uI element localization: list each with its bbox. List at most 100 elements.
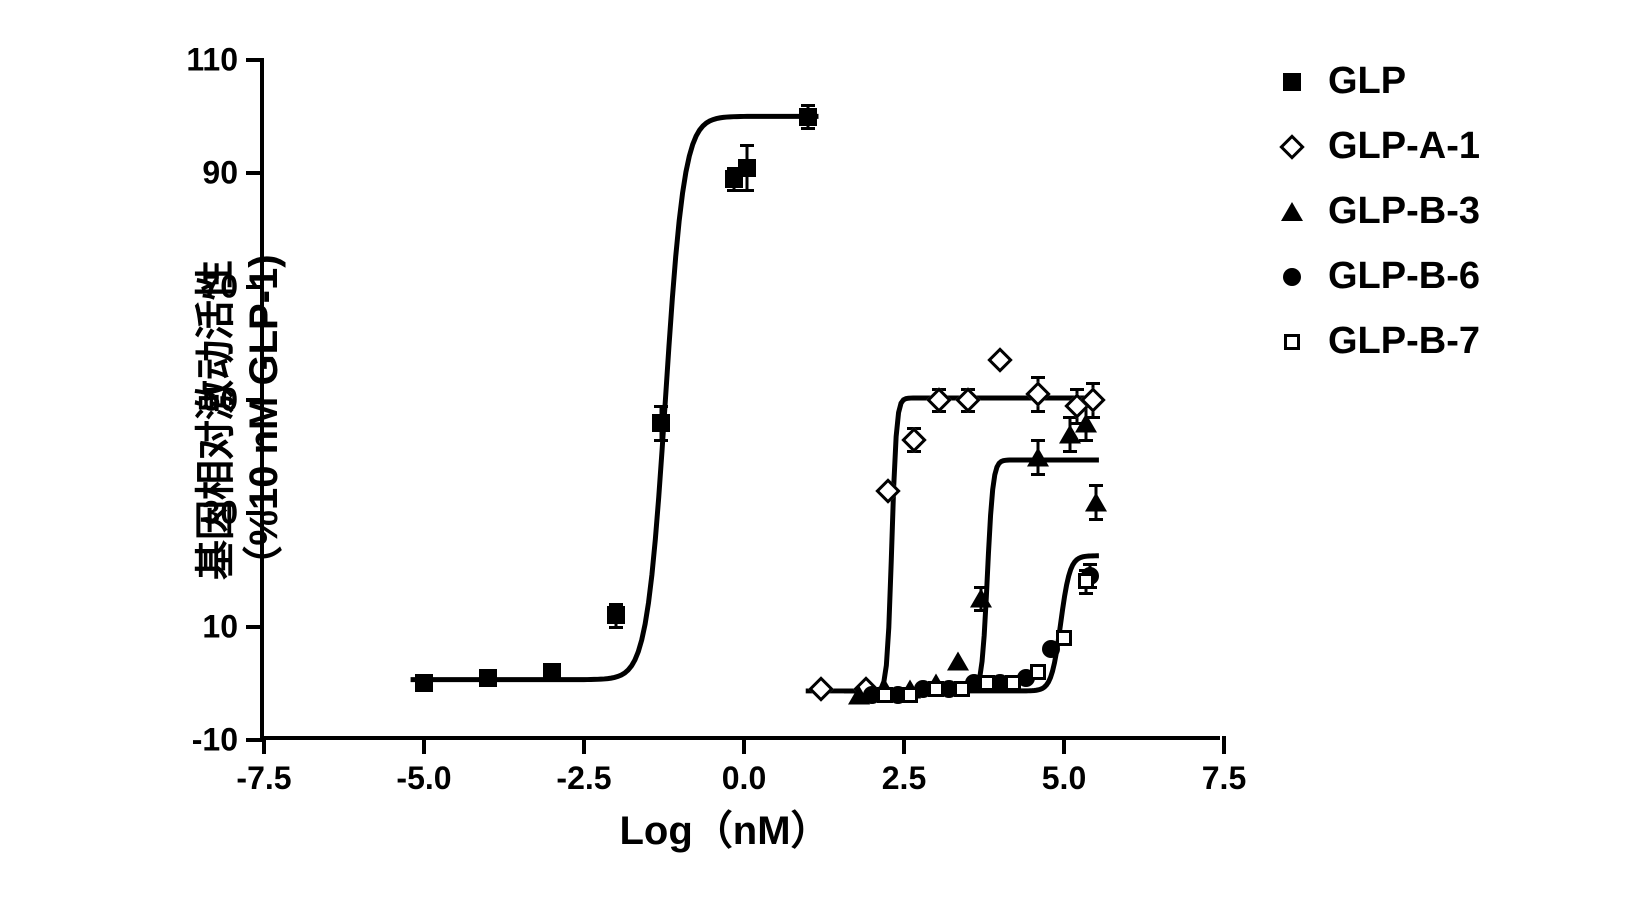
- x-tick-label: 0.0: [722, 760, 766, 797]
- open-square-marker: [954, 681, 970, 697]
- data-point-GLP: [607, 606, 625, 624]
- legend: GLP GLP-A-1 GLP-B-3 GLP-B-6 GLP-B-7: [1280, 60, 1480, 385]
- error-cap: [740, 144, 754, 147]
- y-tick: [246, 625, 264, 629]
- legend-item: GLP-B-7: [1280, 320, 1480, 363]
- filled-square-marker: [607, 606, 625, 624]
- x-tick: [582, 736, 586, 754]
- curve-GLP: [411, 116, 819, 679]
- x-tick: [1062, 736, 1066, 754]
- data-point-GLP-B-7: [877, 687, 893, 703]
- filled-square-marker: [738, 159, 756, 177]
- data-point-GLP-B-7: [954, 681, 970, 697]
- error-cap: [740, 189, 754, 192]
- error-cap: [1063, 450, 1077, 453]
- data-point-GLP: [652, 414, 670, 432]
- legend-item: GLP-A-1: [1280, 125, 1480, 168]
- y-tick: [246, 511, 264, 515]
- open-diamond-marker: [1080, 387, 1105, 412]
- y-tick-label: 50: [202, 382, 238, 419]
- legend-label: GLP-B-6: [1328, 255, 1480, 298]
- error-cap: [1079, 439, 1093, 442]
- data-point-GLP: [738, 159, 756, 177]
- data-point-GLP-B-7: [1005, 675, 1021, 691]
- open-diamond-marker: [987, 348, 1012, 373]
- open-square-marker: [1030, 664, 1046, 680]
- open-diamond-marker: [955, 387, 980, 412]
- plot-area: -101030507090110-7.5-5.0-2.50.02.55.07.5: [260, 60, 1220, 740]
- error-cap: [1031, 410, 1045, 413]
- data-point-GLP-B-3: [1075, 413, 1097, 432]
- data-point-GLP: [543, 663, 561, 681]
- x-tick-label: -5.0: [396, 760, 451, 797]
- filled-triangle-marker: [1085, 493, 1107, 512]
- legend-marker: [1280, 135, 1304, 159]
- data-point-GLP-A-1: [1084, 391, 1102, 409]
- filled-square-marker: [479, 669, 497, 687]
- data-point-GLP-A-1: [812, 680, 830, 698]
- x-tick: [742, 736, 746, 754]
- open-square-marker: [877, 687, 893, 703]
- filled-triangle-marker: [947, 651, 969, 670]
- error-cap: [1070, 388, 1084, 391]
- x-axis-label: Log（nM）: [619, 798, 830, 856]
- open-diamond-marker: [1279, 134, 1304, 159]
- legend-marker: [1280, 330, 1304, 354]
- open-diamond-marker: [875, 478, 900, 503]
- filled-triangle-marker: [1075, 413, 1097, 432]
- x-tick-label: 5.0: [1042, 760, 1086, 797]
- x-tick-label: -7.5: [236, 760, 291, 797]
- x-tick-label: 7.5: [1202, 760, 1246, 797]
- legend-item: GLP-B-6: [1280, 255, 1480, 298]
- legend-label: GLP: [1328, 60, 1406, 103]
- x-tick: [262, 736, 266, 754]
- legend-item: GLP: [1280, 60, 1480, 103]
- y-tick: [246, 285, 264, 289]
- error-cap: [1031, 439, 1045, 442]
- error-cap: [974, 609, 988, 612]
- y-tick: [246, 58, 264, 62]
- x-tick-label: 2.5: [882, 760, 926, 797]
- legend-label: GLP-B-3: [1328, 190, 1480, 233]
- data-point-GLP-A-1: [905, 431, 923, 449]
- x-tick: [1222, 736, 1226, 754]
- data-point-GLP-B-7: [1030, 664, 1046, 680]
- filled-triangle-marker: [970, 589, 992, 608]
- x-tick: [422, 736, 426, 754]
- error-cap: [654, 405, 668, 408]
- data-point-GLP-A-1: [930, 391, 948, 409]
- curve-GLP-B-6: [857, 556, 1099, 691]
- error-cap: [654, 439, 668, 442]
- legend-label: GLP-A-1: [1328, 125, 1480, 168]
- open-square-marker: [1284, 334, 1300, 350]
- data-point-GLP-A-1: [879, 482, 897, 500]
- open-square-marker: [1056, 630, 1072, 646]
- legend-marker: [1280, 70, 1304, 94]
- open-square-marker: [1078, 573, 1094, 589]
- error-cap: [1089, 484, 1103, 487]
- filled-circle-marker: [1283, 268, 1301, 286]
- error-cap: [801, 127, 815, 130]
- legend-marker: [1280, 200, 1304, 224]
- open-square-marker: [1005, 675, 1021, 691]
- filled-square-marker: [652, 414, 670, 432]
- y-tick-label: 30: [202, 495, 238, 532]
- error-cap: [1086, 382, 1100, 385]
- data-point-GLP-B-3: [970, 589, 992, 608]
- legend-item: GLP-B-3: [1280, 190, 1480, 233]
- data-point-GLP-B-7: [979, 675, 995, 691]
- data-point-GLP-A-1: [1029, 385, 1047, 403]
- y-tick-label: 70: [202, 268, 238, 305]
- data-point-GLP-B-7: [1078, 573, 1094, 589]
- filled-square-marker: [415, 674, 433, 692]
- legend-marker: [1280, 265, 1304, 289]
- error-cap: [1031, 376, 1045, 379]
- error-cap: [1089, 518, 1103, 521]
- data-point-GLP: [479, 669, 497, 687]
- data-point-GLP-A-1: [991, 351, 1009, 369]
- data-point-GLP: [415, 674, 433, 692]
- chart-container: 基因相对激动活性 （%10 nM GLP-1) -101030507090110…: [200, 40, 1250, 820]
- open-diamond-marker: [1026, 382, 1051, 407]
- open-diamond-marker: [808, 676, 833, 701]
- filled-square-marker: [799, 108, 817, 126]
